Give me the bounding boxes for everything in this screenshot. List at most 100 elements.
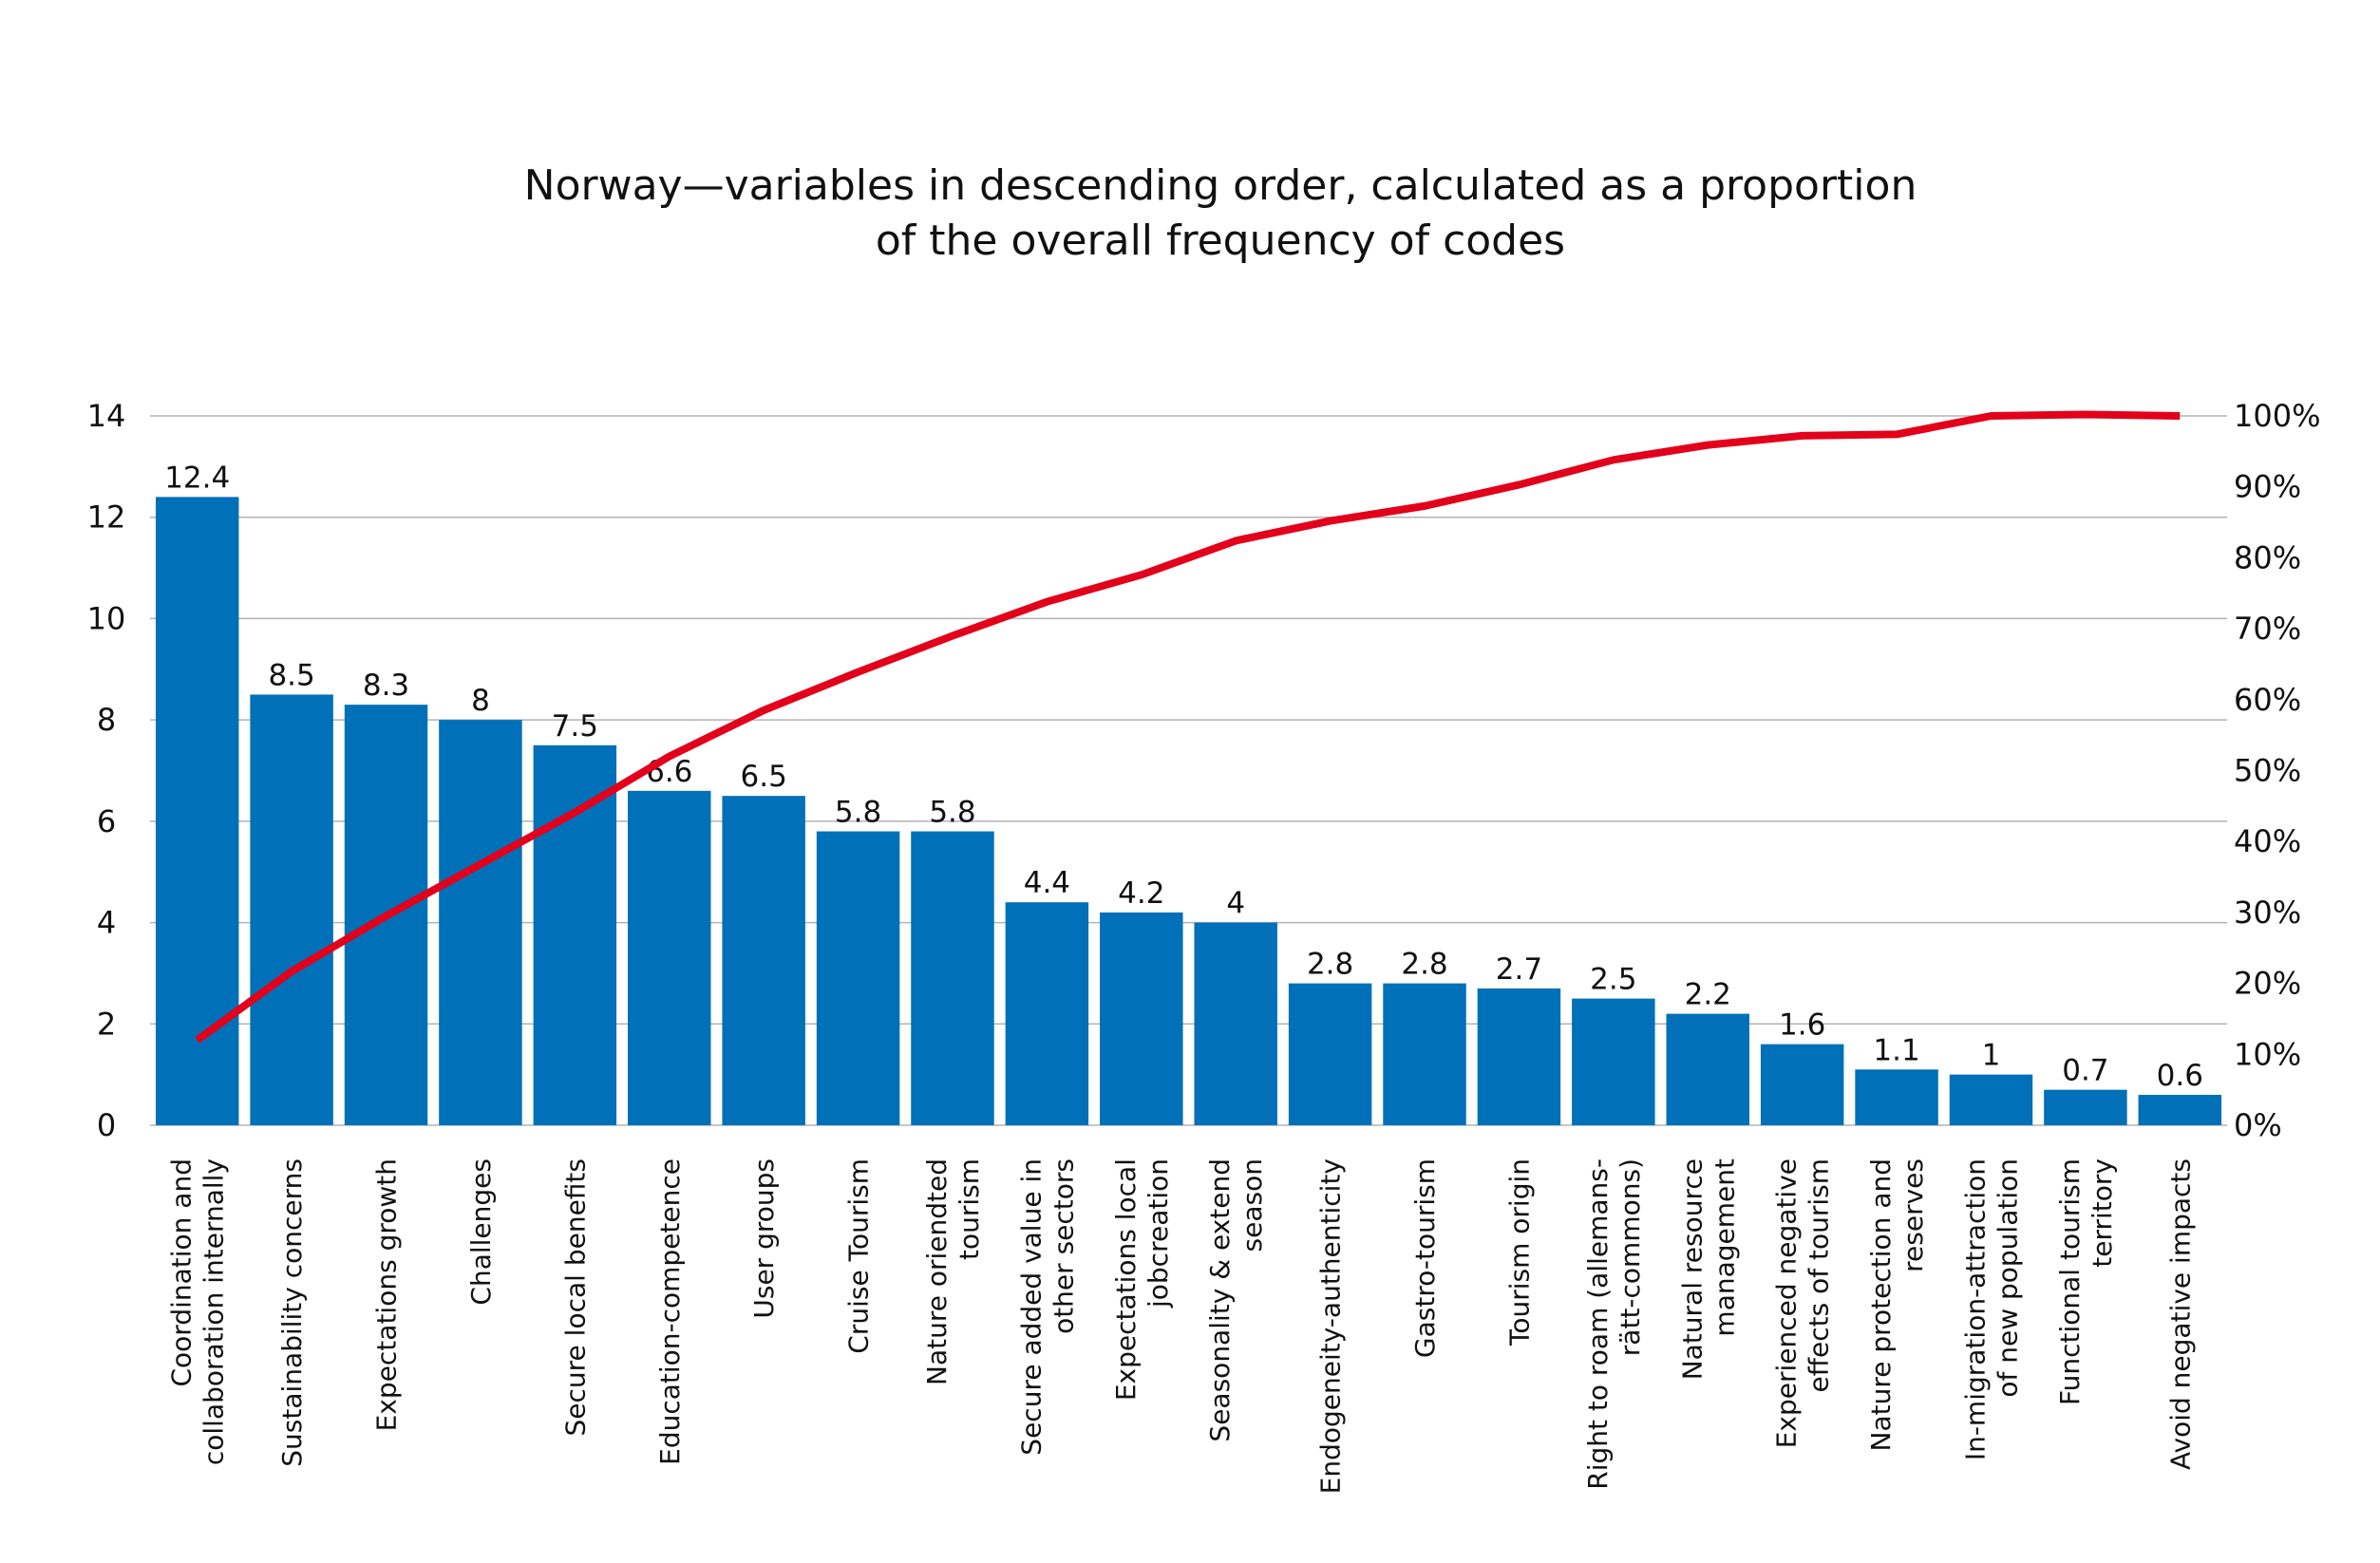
bar: [155, 497, 239, 1125]
x-tick-label-line: jobcreation: [1143, 1158, 1174, 1309]
bar: [1855, 1069, 1938, 1125]
bar-data-label: 5.8: [929, 796, 975, 830]
x-tick-label: Endogeneity-authenticity: [1315, 1158, 1347, 1494]
x-tick-label-line: Expectations local: [1110, 1158, 1142, 1401]
y-tick-label: 6: [97, 803, 116, 839]
x-tick-label-line: rätt-commons): [1615, 1158, 1646, 1356]
y-tick-label: 8: [97, 702, 116, 738]
bar-data-label: 1.6: [1779, 1008, 1825, 1043]
x-tick-label-line: Secure added value in: [1015, 1158, 1047, 1456]
x-tick-label: Expectations growth: [371, 1158, 403, 1431]
bar-data-label: 6.5: [741, 760, 787, 794]
y2-tick-label: 100%: [2234, 398, 2320, 434]
chart-title-line-1: Norway—variables in descending order, ca…: [524, 161, 1917, 210]
bar: [1194, 922, 1277, 1125]
x-tick-label-line: Seasonality & extend: [1204, 1158, 1236, 1442]
x-tick-label-line: In-migration-attraction: [1959, 1158, 1991, 1460]
x-tick-label-line: Right to roam (allemans-: [1582, 1158, 1614, 1490]
x-tick-label: Expectations localjobcreation: [1110, 1158, 1174, 1401]
x-tick-label-line: reserves: [1898, 1158, 1929, 1272]
x-tick-label-line: Endogeneity-authenticity: [1315, 1158, 1347, 1494]
bar: [439, 720, 522, 1125]
x-tick-label-line: Tourism origin: [1503, 1158, 1535, 1346]
chart-title-line-2: of the overall frequency of codes: [876, 217, 1565, 265]
x-tick-label: Education-competence: [654, 1158, 686, 1465]
y2-tick-label: 50%: [2234, 753, 2301, 789]
x-tick-label: Nature oriendtedtourism: [921, 1158, 985, 1385]
y2-tick-label: 80%: [2234, 539, 2301, 575]
bar-data-label: 0.6: [2157, 1059, 2203, 1093]
x-tick-label: Right to roam (allemans-rätt-commons): [1582, 1158, 1646, 1490]
y2-tick-label: 60%: [2234, 682, 2301, 718]
bar-data-label: 8: [471, 684, 490, 718]
x-tick-label-line: Experienced negative: [1771, 1158, 1803, 1448]
bar-data-label: 1: [1982, 1039, 2001, 1073]
x-tick-label-line: Expectations growth: [371, 1158, 403, 1431]
y-axis-right: 0% 10% 20% 30% 40% 50% 60% 70% 80% 90% 100%: [2234, 398, 2320, 1143]
x-tick-label: Tourism origin: [1503, 1158, 1535, 1346]
bar-data-label: 2.7: [1496, 952, 1542, 987]
bar: [1288, 983, 1372, 1125]
x-tick-label: Sustainability concerns: [276, 1158, 308, 1467]
bar: [1666, 1013, 1749, 1125]
bar: [533, 744, 617, 1125]
bar-data-label: 5.8: [835, 796, 881, 830]
x-tick-label-line: Natural resource: [1676, 1158, 1708, 1380]
x-tick-label: Experienced negativeeffects of tourism: [1771, 1158, 1835, 1448]
bar-data-label: 2.5: [1590, 963, 1636, 997]
bar-data-label: 1.1: [1873, 1033, 1919, 1067]
x-tick-label-line: effects of tourism: [1804, 1158, 1835, 1393]
x-tick-label: Cruise Tourism: [843, 1158, 875, 1354]
x-tick-label-line: territory: [2087, 1158, 2118, 1268]
y-tick-label: 12: [87, 499, 126, 536]
x-tick-label: Gastro-tourism: [1409, 1158, 1441, 1358]
x-axis: Coordination andcollaboration internally…: [166, 1158, 2197, 1494]
bar-data-label: 8.5: [268, 658, 314, 692]
x-tick-label-line: Secure local benefits: [559, 1158, 591, 1436]
bar: [2044, 1089, 2127, 1125]
cumulative-percentage-line: [195, 410, 2181, 1044]
x-tick-label: Natural resourcemanagement: [1676, 1158, 1740, 1380]
y2-tick-label: 90%: [2234, 469, 2301, 505]
bar: [1572, 998, 1655, 1125]
x-tick-label-line: Functional tourism: [2054, 1158, 2086, 1405]
x-tick-label-line: Sustainability concerns: [276, 1158, 308, 1467]
x-tick-label-line: Challenges: [465, 1158, 497, 1306]
x-tick-label: Functional tourismterritory: [2054, 1158, 2118, 1405]
bar: [1477, 988, 1561, 1125]
x-tick-label-line: Nature oriendted: [921, 1158, 953, 1385]
bar-data-label: 12.4: [164, 461, 230, 495]
x-tick-label: Challenges: [465, 1158, 497, 1306]
bar: [1949, 1074, 2033, 1125]
bar: [816, 831, 900, 1125]
y2-tick-label: 40%: [2234, 823, 2301, 859]
x-tick-label: In-migration-attractionof new population: [1959, 1158, 2023, 1460]
x-tick-label-line: Gastro-tourism: [1409, 1158, 1441, 1358]
y-tick-label: 0: [97, 1107, 116, 1143]
bar-data-label: 0.7: [2062, 1054, 2108, 1088]
bar-data-label: 8.3: [363, 669, 409, 703]
bar-data-label: 2.8: [1401, 948, 1447, 982]
x-tick-label-line: other sectors: [1048, 1158, 1079, 1334]
bar-data-label: 4.2: [1118, 876, 1164, 911]
y-tick-label: 10: [87, 600, 126, 636]
bars: 12.48.5 8.3 87.56.6 6.55.8 5.84.4 4.2 42.8 2.8 2…: [155, 461, 2222, 1125]
x-tick-label-line: of new population: [1992, 1158, 2023, 1398]
bar-data-label: 4: [1226, 887, 1245, 921]
x-tick-label-line: Avoid negative impacts: [2164, 1158, 2196, 1470]
x-tick-label-line: Education-competence: [654, 1158, 686, 1465]
bar-data-label: 4.4: [1024, 866, 1070, 900]
bar: [250, 694, 333, 1125]
x-tick-label: User groups: [748, 1158, 780, 1319]
x-tick-label: Secure added value inother sectors: [1015, 1158, 1079, 1456]
bar-data-label: 2.8: [1307, 948, 1353, 982]
x-tick-label-line: Coordination and: [166, 1158, 198, 1387]
bar: [628, 790, 711, 1125]
x-tick-label: Avoid negative impacts: [2164, 1158, 2196, 1470]
cumulative-line: [195, 410, 2181, 1044]
x-tick-label-line: User groups: [748, 1158, 780, 1319]
bar: [911, 831, 994, 1125]
y-tick-label: 2: [97, 1006, 116, 1042]
y-tick-label: 14: [87, 398, 126, 434]
bar: [1005, 902, 1089, 1125]
